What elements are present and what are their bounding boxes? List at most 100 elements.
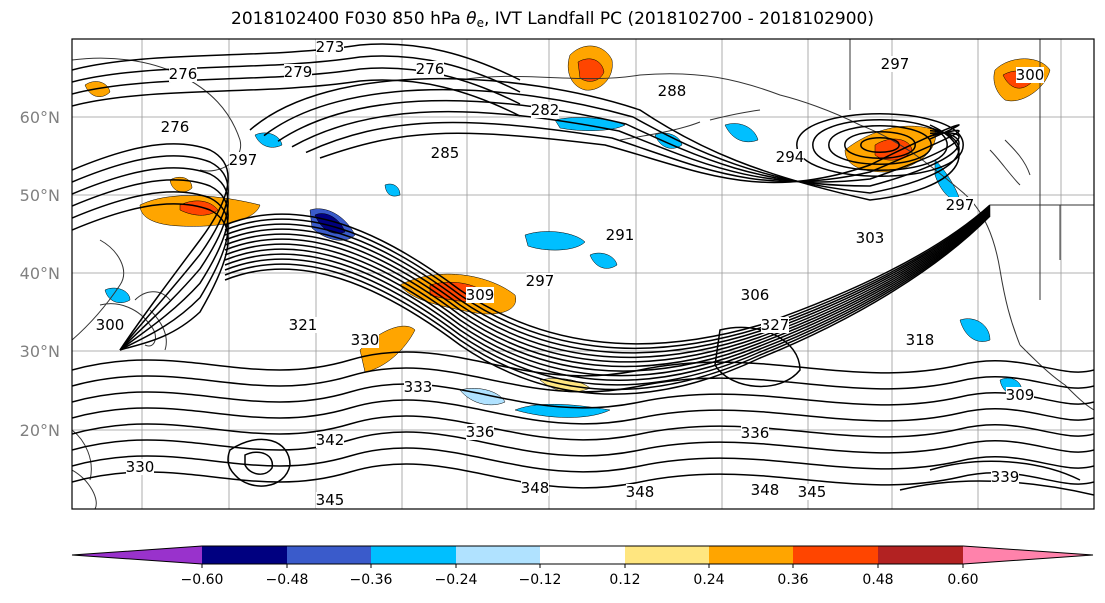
colorbar-tick-label: 0.48	[862, 572, 893, 588]
contour-line	[72, 167, 229, 351]
colorbar-segment	[202, 546, 287, 564]
contour-label-bg	[316, 492, 344, 508]
colorbar-segment	[540, 546, 625, 564]
contour-label-bg	[741, 425, 769, 441]
contour-label: 348	[626, 483, 655, 501]
contour-label-bg	[289, 317, 317, 333]
contour-label: 327	[761, 316, 790, 334]
contour-label: 276	[169, 65, 198, 83]
contour-label-bg	[1006, 387, 1034, 403]
contour-line	[828, 125, 932, 165]
contour-line	[263, 88, 960, 194]
contour-label-bg	[404, 379, 432, 395]
colorbar-segment	[878, 546, 963, 564]
contour-line	[244, 451, 274, 475]
ivt-pc-patch	[359, 325, 416, 373]
contour-label-bg	[626, 484, 654, 500]
contour-label-bg	[126, 459, 154, 475]
contour-label: 276	[161, 118, 190, 136]
contour-label-bg	[416, 61, 444, 77]
contour-label: 306	[741, 286, 770, 304]
contour-line	[72, 179, 229, 351]
contour-line	[72, 415, 1094, 441]
colorbar-segment	[456, 546, 540, 564]
colorbar-tick-label: −0.48	[266, 572, 309, 588]
contour-label-bg	[991, 469, 1019, 485]
latitude-labels: 20°N 30°N 40°N 50°N 60°N	[20, 108, 60, 440]
contour-label: 291	[606, 226, 635, 244]
contour-label-bg	[316, 39, 344, 55]
contour-line	[224, 204, 991, 345]
contour-label-bg	[466, 424, 494, 440]
contour-label-bg	[776, 149, 804, 165]
contour-label: 297	[229, 151, 258, 169]
contour-label: 330	[126, 458, 155, 476]
ivt-pc-patch	[104, 287, 131, 303]
contour-line	[72, 447, 1094, 473]
contour-label-bg	[906, 332, 934, 348]
colorbar-over-triangle	[963, 546, 1093, 564]
contour-line	[305, 121, 960, 183]
contour-label-bg	[658, 83, 686, 99]
contour-label: 279	[284, 63, 313, 81]
ivt-pc-patch	[959, 318, 991, 342]
contour-label-bg	[466, 287, 494, 303]
colorbar-outline	[71, 545, 1094, 565]
ivt-pc-patch	[577, 58, 605, 82]
ivt-pc-patch	[254, 132, 283, 148]
contour-line	[72, 367, 1094, 393]
contour-label-bg	[96, 317, 124, 333]
ivt-pc-patch	[384, 183, 401, 197]
contour-line	[796, 113, 964, 177]
lat-label: 20°N	[20, 421, 60, 440]
colorbar-segment	[709, 546, 793, 564]
contour-line	[714, 326, 801, 388]
colorbar-tick-label: 0.12	[609, 572, 640, 588]
colorbar-tick-label: 0.36	[777, 572, 808, 588]
contour-label-bg	[531, 102, 559, 118]
contour-line	[72, 463, 1094, 489]
ivt-pc-patch	[524, 231, 586, 251]
contour-line	[844, 131, 916, 159]
contour-line	[72, 399, 1094, 425]
contour-label: 318	[906, 331, 935, 349]
map-frame	[71, 38, 1095, 510]
contour-label: 333	[404, 378, 433, 396]
contour-line	[224, 211, 991, 377]
contour-line	[224, 212, 991, 382]
contour-label: 297	[526, 272, 555, 290]
ivt-pc-patch	[724, 123, 759, 143]
colorbar-under-triangle	[72, 546, 202, 564]
contour-label: 339	[991, 468, 1020, 486]
contour-line	[227, 438, 291, 487]
contour-label-bg	[761, 317, 789, 333]
contour-line	[72, 191, 229, 351]
contour-label: 288	[658, 82, 687, 100]
ivt-pc-patch	[554, 117, 626, 131]
contour-label: 297	[946, 196, 975, 214]
contour-label: 348	[521, 479, 550, 497]
contour-label: 273	[316, 38, 345, 56]
coastline	[134, 291, 171, 351]
contour-line	[224, 209, 991, 368]
contour-label-bg	[229, 152, 257, 168]
contour-label: 294	[776, 148, 805, 166]
theta-e-contours	[72, 43, 1094, 496]
contour-label: 348	[751, 481, 780, 499]
contour-label-bg	[881, 56, 909, 72]
colorbar-tick-label: −0.60	[181, 572, 224, 588]
lat-label: 30°N	[20, 342, 60, 361]
contour-label: 336	[466, 423, 495, 441]
coastlines	[72, 39, 1094, 509]
contour-label: 330	[351, 331, 380, 349]
contour-label: 285	[431, 144, 460, 162]
contour-line	[224, 213, 991, 386]
contour-line	[319, 124, 960, 184]
contour-line	[860, 137, 900, 153]
contour-label-bg	[526, 273, 554, 289]
contour-label: 342	[316, 431, 345, 449]
contour-label: 276	[416, 60, 445, 78]
contour-label: 345	[316, 491, 345, 509]
contour-label-bg	[798, 484, 826, 500]
